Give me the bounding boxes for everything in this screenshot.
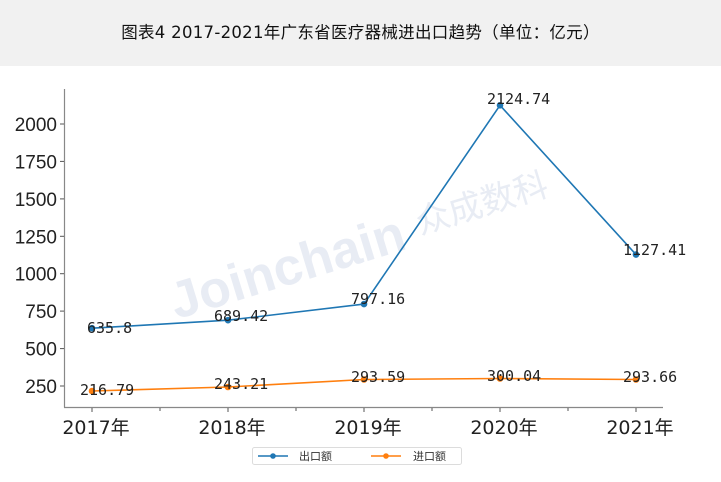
- y-axis-labels: 250 500 750 1000 1250 1500 1750 2000: [15, 115, 57, 398]
- data-point: [224, 316, 232, 324]
- legend-marker-icon: [270, 453, 276, 459]
- legend-marker-icon: [383, 453, 389, 459]
- data-point: [632, 251, 640, 258]
- legend-label-import: 进口额: [413, 450, 446, 463]
- data-point: [360, 376, 368, 383]
- data-label: 635.8: [87, 319, 132, 337]
- legend-label-export: 出口额: [299, 449, 332, 463]
- legend: 出口额 进口额: [252, 447, 462, 465]
- data-label: 2124.74: [487, 90, 550, 108]
- x-axis-labels: 2017年 2018年 2019年 2020年 2021年: [62, 417, 673, 439]
- data-label: 300.04: [487, 367, 541, 385]
- series-export: [88, 102, 640, 332]
- title-banner: 图表4 2017-2021年广东省医疗器械进出口趋势（单位：亿元）: [0, 0, 721, 66]
- y-tick-label: 500: [25, 340, 57, 361]
- axes: [63, 89, 663, 409]
- y-tick-label: 1000: [15, 265, 57, 286]
- data-label: 293.59: [351, 368, 405, 386]
- data-label: 797.16: [351, 290, 405, 308]
- data-label: 689.42: [214, 307, 268, 325]
- legend-item-import[interactable]: 进口额: [371, 450, 446, 463]
- x-axis-ticks: [91, 408, 637, 412]
- y-tick-label: 750: [25, 302, 57, 323]
- x-tick-label: 2020年: [470, 417, 537, 439]
- x-tick-label: 2017年: [62, 417, 129, 439]
- data-label: 243.21: [214, 375, 268, 393]
- data-point: [88, 324, 96, 332]
- data-label: 293.66: [623, 368, 677, 386]
- data-label: 1127.41: [623, 241, 686, 259]
- y-tick-label: 2000: [15, 115, 57, 136]
- import-data-labels: 216.79 243.21 293.59 300.04 293.66: [80, 367, 677, 399]
- export-data-labels: 635.8 689.42 797.16 2124.74 1127.41: [87, 90, 686, 337]
- y-tick-label: 250: [25, 377, 57, 398]
- x-tick-label: 2021年: [606, 417, 673, 439]
- y-axis-ticks: [60, 123, 64, 387]
- series-import: [88, 375, 640, 395]
- x-tick-label: 2019年: [334, 417, 401, 439]
- data-point: [496, 102, 504, 109]
- data-point: [360, 300, 368, 308]
- chart-title: 图表4 2017-2021年广东省医疗器械进出口趋势（单位：亿元）: [121, 23, 600, 42]
- data-point: [496, 375, 504, 382]
- legend-item-export[interactable]: 出口额: [258, 449, 332, 463]
- y-tick-label: 1500: [15, 190, 57, 211]
- y-tick-label: 1250: [15, 227, 57, 248]
- data-point: [224, 383, 232, 391]
- data-point: [88, 387, 96, 395]
- data-point: [632, 376, 640, 383]
- y-tick-label: 1750: [15, 152, 57, 173]
- data-label: 216.79: [80, 381, 134, 399]
- watermark-en: Joinchain: [163, 204, 412, 330]
- x-tick-label: 2018年: [198, 417, 265, 439]
